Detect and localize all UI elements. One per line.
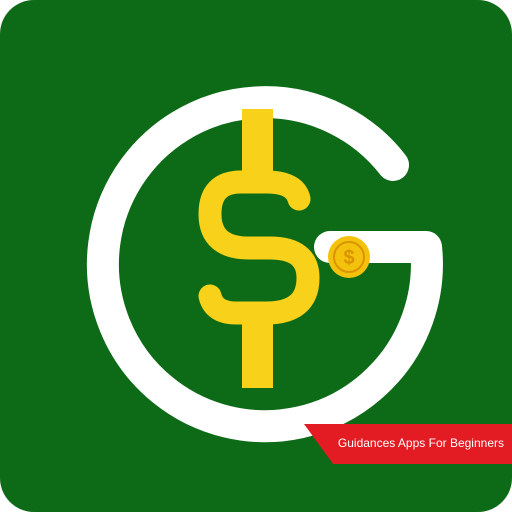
ribbon-label: Guidances Apps For Beginners [337,436,504,450]
dollar-sign-icon [198,170,320,325]
coin-inner-ring [333,241,365,273]
dollar-top-bar [242,109,273,185]
coin-dollar-symbol: $ [343,247,354,269]
dollar-bottom-bar [242,312,273,388]
app-category-ribbon: Guidances Apps For Beginners [304,424,512,464]
letter-g-icon [86,86,443,443]
